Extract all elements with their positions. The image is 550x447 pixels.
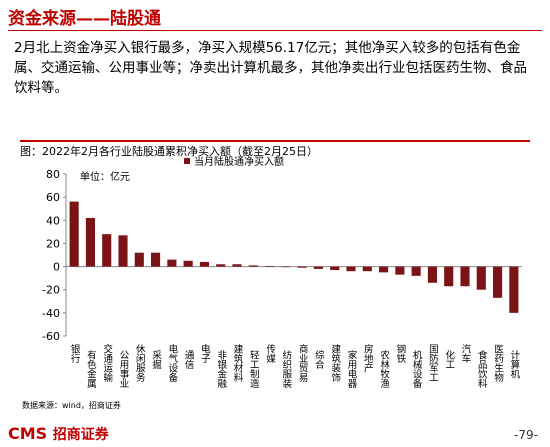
bar — [151, 252, 161, 267]
bar — [232, 264, 242, 267]
figure-rule — [20, 140, 530, 142]
x-tick-label: 农林牧渔 — [378, 349, 390, 388]
x-tick-label: 银行 — [69, 343, 81, 364]
y-tick-label: 20 — [46, 237, 60, 250]
bar — [395, 266, 405, 275]
x-tick-label: 采掘 — [150, 350, 162, 370]
x-tick-label: 休闲服务 — [134, 343, 146, 383]
title-rule — [8, 30, 542, 31]
y-tick-label: -20 — [42, 284, 60, 297]
bar — [118, 235, 128, 267]
x-tick-label: 纺织服装 — [280, 349, 292, 389]
unit-label: 单位：亿元 — [80, 170, 130, 183]
x-tick-label: 食品饮料 — [476, 349, 488, 389]
bar — [493, 266, 503, 298]
slide-title: 资金来源——陆股通 — [8, 9, 161, 29]
x-tick-label: 公用事业 — [118, 350, 130, 388]
bar — [102, 234, 112, 267]
bar — [183, 260, 193, 267]
bar — [134, 252, 144, 267]
bar — [411, 266, 421, 276]
bar — [509, 266, 519, 313]
legend-swatch — [184, 158, 190, 164]
y-tick-label: -60 — [42, 330, 60, 343]
x-tick-label: 交通运输 — [101, 343, 113, 383]
bar — [362, 266, 372, 272]
x-tick-label: 家用电器 — [346, 349, 358, 388]
y-tick-label: 60 — [46, 191, 60, 204]
body-text: 2月北上资金净买入银行最多，净买入规模56.17亿元；其他净买入较多的包括有色金… — [14, 40, 527, 96]
bar — [167, 259, 177, 267]
x-tick-label: 汽车 — [460, 343, 472, 364]
bar — [330, 266, 340, 271]
source: 数据来源：wind，招商证券 — [22, 401, 121, 410]
chart-title: 图：2022年2月各行业陆股通累积净买入额（截至2月25日） — [20, 145, 318, 158]
x-tick-label: 轻工制造 — [248, 349, 260, 389]
bar — [460, 266, 470, 287]
x-tick-label: 电子 — [199, 343, 211, 363]
x-tick-label: 钢铁 — [394, 343, 406, 364]
bar — [297, 266, 307, 268]
x-tick-label: 化工 — [443, 349, 455, 369]
y-tick-label: -40 — [42, 307, 60, 320]
x-tick-label: 非银金融 — [215, 349, 227, 389]
bar — [216, 264, 226, 267]
bar — [379, 266, 389, 273]
y-tick-label: 40 — [46, 214, 60, 227]
x-tick-label: 通信 — [183, 350, 195, 370]
logo: CMS 招商证券 — [8, 424, 109, 444]
bar — [265, 265, 275, 267]
bar — [313, 266, 323, 269]
bar — [444, 266, 454, 287]
x-tick-label: 机械设备 — [411, 349, 423, 389]
x-tick-label: 计算机 — [508, 349, 520, 379]
bar — [281, 266, 291, 268]
x-tick-label: 商业贸易 — [297, 343, 309, 383]
x-tick-label: 医药生物 — [492, 344, 504, 383]
y-tick-label: 0 — [53, 261, 60, 274]
logo-name: 招商证券 — [52, 427, 109, 443]
x-tick-label: 电气设备 — [166, 343, 178, 383]
legend-label: 当月陆股通净买入额 — [194, 155, 284, 168]
bar — [248, 265, 258, 267]
x-tick-label: 建筑装饰 — [329, 343, 341, 383]
x-tick-label: 有色金属 — [85, 349, 97, 389]
y-tick-label: 80 — [46, 168, 60, 181]
bar — [476, 266, 486, 290]
x-tick-label: 综合 — [313, 349, 325, 370]
x-tick-label: 传媒 — [264, 343, 276, 364]
bar — [346, 266, 356, 272]
bar — [85, 217, 95, 267]
x-tick-label: 国防军工 — [427, 344, 439, 382]
logo-text: CMS — [8, 424, 48, 443]
page-number: -79- — [514, 428, 538, 442]
x-tick-label: 建筑材料 — [232, 343, 244, 383]
bar — [69, 201, 79, 267]
x-tick-label: 房地产 — [362, 343, 374, 373]
bar — [427, 266, 437, 283]
bar — [199, 261, 209, 267]
